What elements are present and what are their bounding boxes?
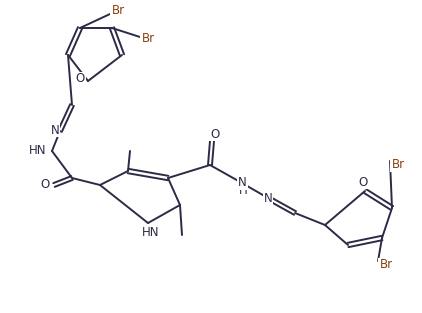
Text: O: O xyxy=(41,178,50,192)
Text: Br: Br xyxy=(111,3,124,17)
Text: HN: HN xyxy=(142,225,160,239)
Text: Br: Br xyxy=(379,259,392,271)
Text: Br: Br xyxy=(141,33,154,45)
Text: H: H xyxy=(238,184,247,198)
Text: O: O xyxy=(211,127,219,141)
Text: N: N xyxy=(238,177,246,189)
Text: N: N xyxy=(51,124,60,136)
Text: N: N xyxy=(264,192,272,204)
Text: Br: Br xyxy=(392,158,405,172)
Text: HN: HN xyxy=(29,143,47,156)
Text: O: O xyxy=(358,176,368,188)
Text: O: O xyxy=(76,73,85,85)
